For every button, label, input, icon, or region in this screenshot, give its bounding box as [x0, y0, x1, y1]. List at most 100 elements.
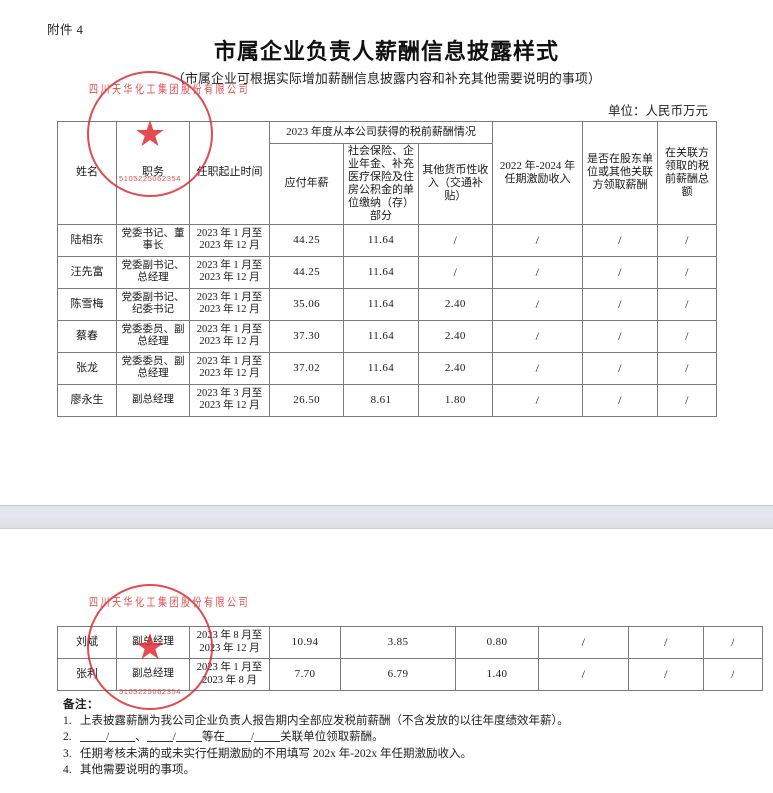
table-row: 陈雪梅 党委副书记、纪委书记 2023 年 1 月至 2023 年 12 月 35.0…	[57, 287, 717, 321]
note-text: 任期考核未满的或未实行任期激励的不用填写 202x 年-202x 年任期激励收入…	[80, 747, 472, 760]
cell-name: 廖永生	[57, 383, 117, 417]
cell-payable-salary: 35.06	[268, 287, 345, 321]
cell-related-total: /	[657, 383, 717, 417]
page-title: 市属企业负责人薪酬信息披露样式	[213, 39, 559, 64]
cell-post: 副总经理	[116, 383, 190, 417]
cell-post: 党委副书记、总经理	[116, 255, 190, 289]
salary-table-continued: 刘斌 副总经理 2023 年 8 月至 2023 年 12 月 10.94 3.85 0.…	[57, 626, 763, 691]
cell-term-incentive: /	[492, 287, 583, 321]
cell-name: 张利	[57, 658, 117, 691]
cell-related-total: /	[657, 287, 717, 321]
table-body-continued: 刘斌 副总经理 2023 年 8 月至 2023 年 12 月 10.94 3.85 0.…	[57, 626, 763, 691]
note-item: 4. 其他需要说明的事项。	[63, 762, 569, 778]
page-break-divider	[0, 505, 773, 529]
cell-name: 汪先富	[57, 255, 117, 289]
note-index: 3.	[63, 747, 72, 760]
cell-related-total: /	[703, 658, 763, 691]
column-header-related-total: 在关联方领取的税前薪酬总额	[657, 121, 717, 225]
cell-from-shareholder: /	[628, 626, 704, 659]
salary-table-main: 姓名 职务 任职起止时间 2023 年度从本公司获得的税前薪酬情况 2022 年…	[57, 121, 717, 417]
cell-name: 蔡春	[57, 319, 117, 353]
column-header-other-monetary: 其他货币性收入（交通补贴）	[417, 143, 494, 225]
table-row: 汪先富 党委副书记、总经理 2023 年 1 月至 2023 年 12 月 44.25…	[57, 255, 717, 289]
note-fill-blank	[146, 730, 173, 743]
note-index: 1.	[63, 715, 72, 728]
note-text: 其他需要说明的事项。	[80, 763, 195, 776]
cell-payable-salary: 44.25	[268, 255, 345, 289]
cell-insurance: 11.64	[343, 351, 419, 385]
seal-company-text: 四川天华化工集团股份有限公司	[89, 595, 251, 609]
cell-payable-salary: 7.70	[269, 658, 341, 691]
column-header-group-pretax: 2023 年度从本公司获得的税前薪酬情况	[269, 121, 493, 144]
note-index: 4.	[63, 763, 72, 776]
cell-other-monetary: 1.80	[417, 383, 494, 417]
cell-term: 2023 年 3 月至 2023 年 12 月	[189, 383, 270, 417]
table-header: 姓名 职务 任职起止时间 2023 年度从本公司获得的税前薪酬情况 2022 年…	[57, 121, 717, 225]
cell-other-monetary: 2.40	[417, 319, 494, 353]
cell-other-monetary: 2.40	[417, 351, 494, 385]
attachment-label: 附件 4	[47, 23, 84, 37]
note-fill-blank	[254, 730, 281, 743]
note-text: 等在	[201, 731, 225, 744]
cell-term-incentive: /	[492, 351, 583, 385]
cell-from-shareholder: /	[628, 658, 704, 691]
table-row: 廖永生 副总经理 2023 年 3 月至 2023 年 12 月 26.50 8.61 1…	[57, 383, 717, 417]
cell-term: 2023 年 1 月至 2023 年 12 月	[189, 223, 270, 257]
cell-post: 党委委员、副总经理	[116, 351, 190, 385]
table-row: 张利 副总经理 2023 年 1 月至 2023 年 8 月 7.70 6.79 1.40…	[57, 658, 763, 691]
cell-term-incentive: /	[538, 626, 629, 659]
note-text: 、	[135, 731, 147, 744]
notes-title: 备注：	[63, 699, 99, 711]
note-slash: /	[172, 731, 176, 744]
cell-name: 张龙	[57, 351, 117, 385]
column-header-post: 职务	[116, 121, 190, 225]
cell-term: 2023 年 1 月至 2023 年 12 月	[189, 351, 270, 385]
cell-other-monetary: 0.80	[455, 626, 539, 659]
table-row: 陆相东 党委书记、董事长 2023 年 1 月至 2023 年 12 月 44.25 1…	[57, 223, 717, 257]
column-header-payable-salary: 应付年薪	[268, 143, 345, 225]
cell-term: 2023 年 1 月至 2023 年 12 月	[189, 255, 270, 289]
cell-insurance: 11.64	[343, 319, 419, 353]
page-subtitle: （市属企业可根据实际增加薪酬信息披露内容和补充其他需要说明的事项）	[172, 72, 601, 86]
cell-payable-salary: 37.30	[268, 319, 345, 353]
cell-post: 党委副书记、纪委书记	[116, 287, 190, 321]
cell-post: 党委委员、副总经理	[116, 319, 190, 353]
note-fill-blank	[224, 730, 251, 743]
cell-from-shareholder: /	[582, 319, 658, 353]
note-fill-blank	[109, 730, 136, 743]
note-item: 1. 上表披露薪酬为我公司企业负责人报告期内全部应发税前薪酬（不含发放的以往年度绩…	[63, 713, 569, 729]
cell-from-shareholder: /	[582, 287, 658, 321]
cell-payable-salary: 37.02	[268, 351, 345, 385]
cell-insurance: 3.85	[340, 626, 456, 659]
note-text: 上表披露薪酬为我公司企业负责人报告期内全部应发税前薪酬（不含发放的以往年度绩效年…	[80, 715, 569, 728]
note-item: 2. / 、 / 等在 / 关联单位领取薪酬。	[63, 729, 569, 745]
cell-term: 2023 年 1 月至 2023 年 12 月	[189, 287, 270, 321]
note-text: 关联单位领取薪酬。	[280, 731, 384, 744]
note-fill-blank	[175, 730, 202, 743]
cell-name: 陆相东	[57, 223, 117, 257]
cell-term-incentive: /	[492, 255, 583, 289]
cell-payable-salary: 10.94	[269, 626, 341, 659]
cell-post: 副总经理	[116, 658, 190, 691]
cell-payable-salary: 26.50	[268, 383, 345, 417]
cell-term-incentive: /	[538, 658, 629, 691]
unit-label: 单位：人民币万元	[607, 104, 708, 118]
cell-post: 党委书记、董事长	[116, 223, 190, 257]
cell-related-total: /	[657, 319, 717, 353]
cell-term-incentive: /	[492, 223, 583, 257]
column-header-name: 姓名	[57, 121, 117, 225]
cell-insurance: 6.79	[340, 658, 456, 691]
table-body-main: 陆相东 党委书记、董事长 2023 年 1 月至 2023 年 12 月 44.25 1…	[57, 223, 717, 417]
cell-name: 陈雪梅	[57, 287, 117, 321]
cell-from-shareholder: /	[582, 223, 658, 257]
notes-list: 1. 上表披露薪酬为我公司企业负责人报告期内全部应发税前薪酬（不含发放的以往年度绩…	[63, 713, 569, 778]
column-header-from-shareholder: 是否在股东单位或其他关联方领取薪酬	[582, 121, 658, 225]
cell-other-monetary: /	[417, 255, 494, 289]
cell-from-shareholder: /	[582, 383, 658, 417]
cell-from-shareholder: /	[582, 351, 658, 385]
table-row: 刘斌 副总经理 2023 年 8 月至 2023 年 12 月 10.94 3.85 0.…	[57, 626, 763, 659]
cell-insurance: 8.61	[343, 383, 419, 417]
cell-payable-salary: 44.25	[268, 223, 345, 257]
note-slash: /	[250, 731, 255, 744]
cell-insurance: 11.64	[343, 223, 419, 257]
